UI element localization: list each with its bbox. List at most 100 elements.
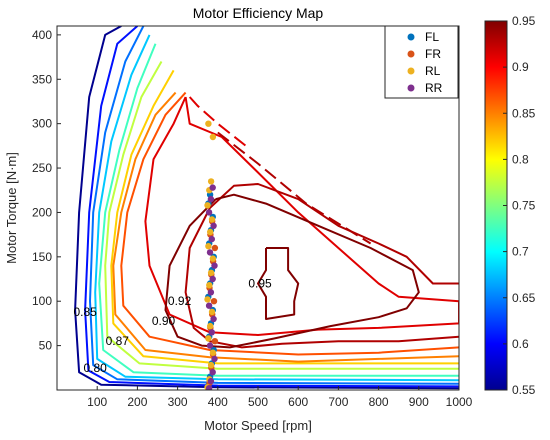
x-tick-label: 600: [288, 395, 308, 409]
contour-line-085-7: [112, 91, 459, 363]
y-tick-label: 300: [32, 117, 52, 131]
point-rr-12: [208, 235, 215, 243]
point-rl-12: [207, 228, 214, 236]
point-fr-6: [210, 298, 218, 305]
y-tick-label: 400: [32, 28, 52, 42]
point-rl-18: [205, 120, 212, 127]
contour-line-083-6: [110, 69, 459, 365]
contour-dashed-segment-1: [217, 131, 372, 245]
legend-marker-fl: [407, 33, 415, 41]
colorbar-tick-label: 0.95: [512, 14, 536, 28]
legend-label-rl: RL: [425, 64, 441, 78]
legend-label-fr: FR: [425, 47, 441, 61]
x-tick-label: 200: [127, 395, 147, 409]
colorbar-ticks: 0.55 0.6 0.65 0.7 0.75 0.8 0.85 0.9 0.95: [503, 14, 536, 397]
point-rr-10: [211, 262, 218, 269]
contour-label-0: 0.80: [84, 361, 108, 375]
contour-label-2: 0.87: [106, 334, 130, 348]
point-rl-7: [204, 296, 211, 303]
contour-line-075-4: [98, 43, 459, 377]
contour-line-06-1: [84, 26, 459, 388]
y-tick-label: 150: [32, 250, 52, 264]
colorbar-tick-label: 0.9: [512, 60, 529, 74]
contour-lines: [74, 26, 459, 390]
legend-label-fl: FL: [425, 30, 439, 44]
point-rr-1: [207, 377, 215, 385]
point-rr-2: [209, 369, 216, 376]
point-rl-4: [205, 335, 212, 342]
point-fr-10: [211, 244, 219, 252]
point-rr-3: [211, 355, 218, 363]
y-tick-label: 50: [39, 339, 53, 353]
contour-line-087-8: [120, 91, 459, 356]
point-rr-14: [205, 209, 213, 216]
colorbar-tick-label: 0.55: [512, 383, 536, 397]
point-rl-16: [207, 178, 215, 185]
point-rl-14: [204, 202, 211, 209]
x-tick-label: 300: [168, 395, 188, 409]
legend-box: [384, 25, 459, 99]
x-axis-ticks: 100 200 300 400 500 600 700 800 900 1000: [87, 386, 473, 409]
y-axis-label: Motor Torque [N·m]: [4, 152, 19, 264]
point-rr-16: [209, 184, 216, 191]
legend-marker-rl: [407, 67, 415, 75]
contour-line-095-11: [164, 193, 420, 349]
x-axis-label: Motor Speed [rpm]: [204, 418, 312, 433]
point-rl-8: [206, 282, 213, 289]
point-rl-11: [205, 243, 212, 250]
contour-dashed-segment-0: [188, 96, 247, 147]
point-rl-6: [208, 308, 216, 316]
colorbar-tick-label: 0.85: [512, 106, 536, 120]
colorbar-tick-label: 0.8: [512, 152, 529, 166]
x-tick-label: 900: [409, 395, 429, 409]
contour-line-08-5: [104, 61, 459, 370]
point-rr-15: [207, 195, 215, 203]
data-points: [204, 120, 219, 390]
chart-title: Motor Efficiency Map: [193, 5, 324, 21]
point-rr-4: [206, 342, 214, 349]
x-tick-label: 100: [87, 395, 107, 409]
colorbar-tick-label: 0.65: [512, 291, 536, 305]
contour-label-1: 0.85: [73, 305, 97, 319]
point-rl-17: [209, 133, 217, 141]
y-tick-label: 200: [32, 205, 52, 219]
x-tick-label: 1000: [446, 395, 473, 409]
x-tick-label: 700: [328, 395, 348, 409]
point-rr-8: [207, 289, 215, 296]
x-tick-label: 500: [248, 395, 268, 409]
y-tick-label: 100: [32, 294, 52, 308]
point-rl-10: [209, 255, 217, 262]
contour-line-09-9: [144, 96, 459, 336]
point-rr-13: [210, 222, 217, 229]
legend-marker-rr: [407, 84, 415, 92]
x-tick-label: 400: [208, 395, 228, 409]
point-rr-5: [208, 329, 215, 336]
colorbar-tick-label: 0.7: [512, 245, 529, 259]
point-rr-7: [205, 302, 213, 309]
contour-label-3: 0.90: [152, 314, 176, 328]
point-fr-3: [211, 338, 219, 345]
y-tick-label: 250: [32, 161, 52, 175]
contour-label-4: 0.92: [168, 294, 192, 308]
colorbar-tick-label: 0.75: [512, 199, 536, 213]
legend: FL FR RL RR: [384, 25, 459, 99]
contour-line-095-12: [257, 247, 300, 320]
point-rr-9: [209, 275, 216, 283]
point-rr-11: [206, 249, 214, 256]
contour-line-07-3: [94, 34, 459, 382]
point-rr-6: [210, 315, 217, 323]
contour-line-055-0: [74, 26, 459, 390]
point-rl-2: [207, 361, 215, 369]
point-rr-0: [205, 385, 213, 390]
point-rl-13: [208, 216, 216, 223]
colorbar-tick-label: 0.6: [512, 337, 529, 351]
point-rl-3: [209, 349, 217, 356]
legend-marker-fr: [407, 50, 415, 58]
legend-label-rr: RR: [425, 81, 443, 95]
y-axis-ticks: 50 100 150 200 250 300 350 400: [32, 28, 61, 353]
x-tick-label: 800: [369, 395, 389, 409]
contour-line-065-2: [89, 26, 459, 385]
contour-line-092-10: [184, 183, 459, 349]
point-rl-5: [207, 322, 214, 330]
